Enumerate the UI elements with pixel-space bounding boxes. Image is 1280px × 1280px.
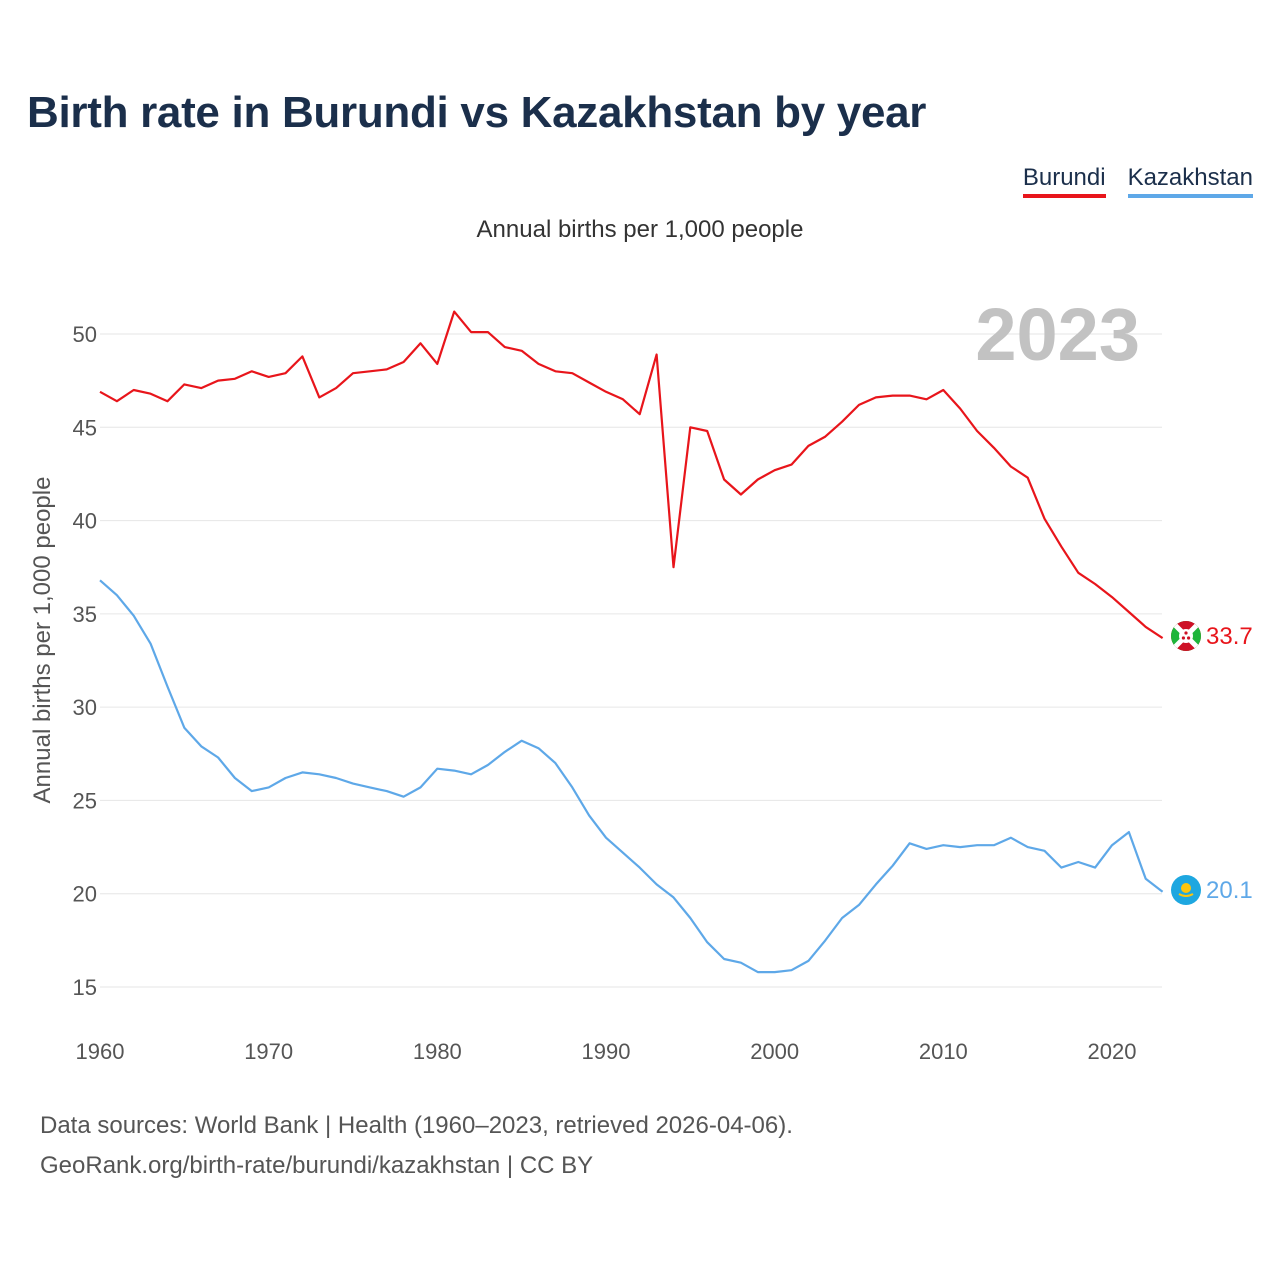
kazakhstan-flag-icon [1171,875,1201,905]
chart-subtitle: Annual births per 1,000 people [476,216,804,243]
burundi-end-value: 33.7 [1206,623,1253,650]
x-tick-label: 1960 [76,1039,125,1064]
source-line: Data sources: World Bank | Health (1960–… [40,1112,793,1139]
year-watermark: 2023 [975,293,1140,376]
y-tick-label: 15 [73,975,97,1000]
series-lines [99,310,1164,974]
y-axis-label: Annual births per 1,000 people [29,477,56,804]
legend: Burundi Kazakhstan [1022,164,1253,198]
x-tick-label: 2020 [1088,1039,1137,1064]
y-axis-ticks: 15 20 25 30 35 40 45 50 [73,322,97,1000]
chart-title: Birth rate in Burundi vs Kazakhstan by y… [27,88,927,137]
x-axis-ticks: 1960 1970 1980 1990 2000 2010 2020 [76,1039,1137,1064]
y-tick-label: 45 [73,415,97,440]
y-tick-label: 50 [73,322,97,347]
series-line-burundi [99,310,1164,640]
x-tick-label: 2000 [750,1039,799,1064]
data-source-note: Data sources: World Bank | Health (1960–… [40,1106,793,1186]
y-tick-label: 25 [73,788,97,813]
burundi-flag-icon [1171,621,1201,651]
series-end-markers: 33.7 20.1 [1171,621,1253,905]
line-chart: 15 20 25 30 35 40 45 50 1960 1970 1980 1990 2000 201… [29,293,1253,1064]
x-tick-label: 1990 [582,1039,631,1064]
y-tick-label: 40 [73,509,97,534]
y-tick-label: 20 [73,882,97,907]
source-link[interactable]: GeoRank.org/birth-rate/burundi/kazakhsta… [40,1152,594,1179]
legend-item-burundi[interactable]: Burundi [1022,164,1106,198]
series-line-kazakhstan [99,579,1164,974]
grid-lines [100,333,1162,988]
kazakhstan-end-value: 20.1 [1206,877,1253,904]
y-tick-label: 35 [73,602,97,627]
x-tick-label: 1980 [413,1039,462,1064]
x-tick-label: 2010 [919,1039,968,1064]
y-tick-label: 30 [73,695,97,720]
legend-item-kazakhstan[interactable]: Kazakhstan [1127,164,1253,198]
x-tick-label: 1970 [244,1039,293,1064]
